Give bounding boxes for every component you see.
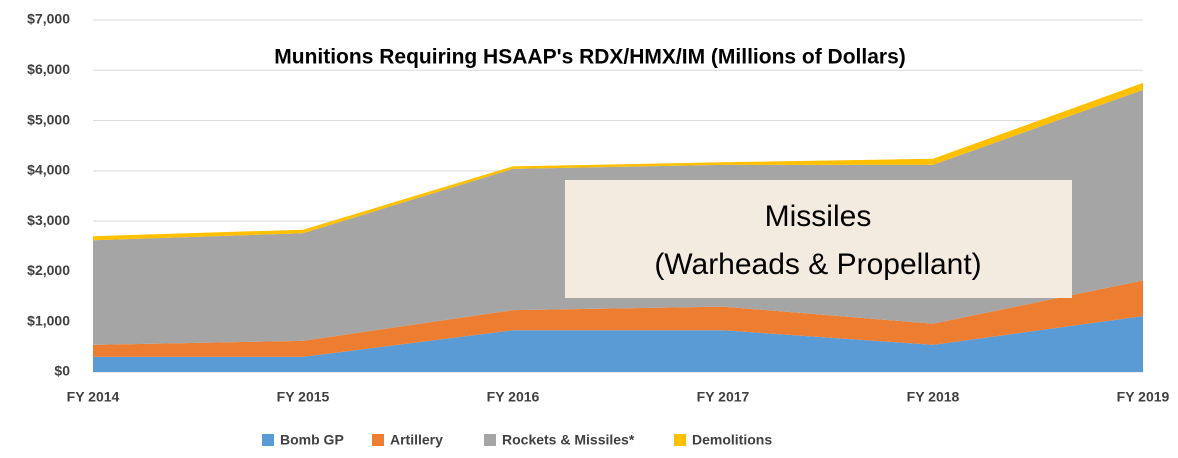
legend-swatch — [484, 434, 496, 446]
y-tick-label: $1,000 — [27, 312, 70, 328]
legend-label: Bomb GP — [280, 432, 344, 448]
x-tick-label: FY 2018 — [907, 389, 960, 405]
annotation-box — [565, 180, 1072, 298]
area — [93, 316, 1143, 372]
y-tick-label: $2,000 — [27, 262, 70, 278]
annotation: (Warheads & Propellant) — [654, 248, 981, 281]
area — [93, 82, 1143, 241]
y-tick-label: $6,000 — [27, 61, 70, 77]
area — [93, 280, 1143, 357]
y-tick-label: $7,000 — [27, 11, 70, 27]
annotation: Missiles — [765, 200, 872, 233]
x-tick-label: FY 2016 — [487, 389, 540, 405]
y-tick-label: $0 — [54, 363, 70, 379]
legend-label: Demolitions — [692, 432, 772, 448]
legend-label: Artillery — [390, 432, 443, 448]
chart-title: Munitions Requiring HSAAP's RDX/HMX/IM (… — [274, 46, 906, 69]
y-tick-label: $5,000 — [27, 111, 70, 127]
y-tick-label: $3,000 — [27, 212, 70, 228]
x-tick-label: FY 2019 — [1117, 389, 1170, 405]
x-tick-label: FY 2015 — [277, 389, 330, 405]
legend-label: Rockets & Missiles* — [502, 432, 635, 448]
x-tick-label: FY 2014 — [67, 389, 120, 405]
y-tick-label: $4,000 — [27, 162, 70, 178]
x-tick-label: FY 2017 — [697, 389, 750, 405]
legend-swatch — [372, 434, 384, 446]
legend-swatch — [674, 434, 686, 446]
legend-swatch — [262, 434, 274, 446]
